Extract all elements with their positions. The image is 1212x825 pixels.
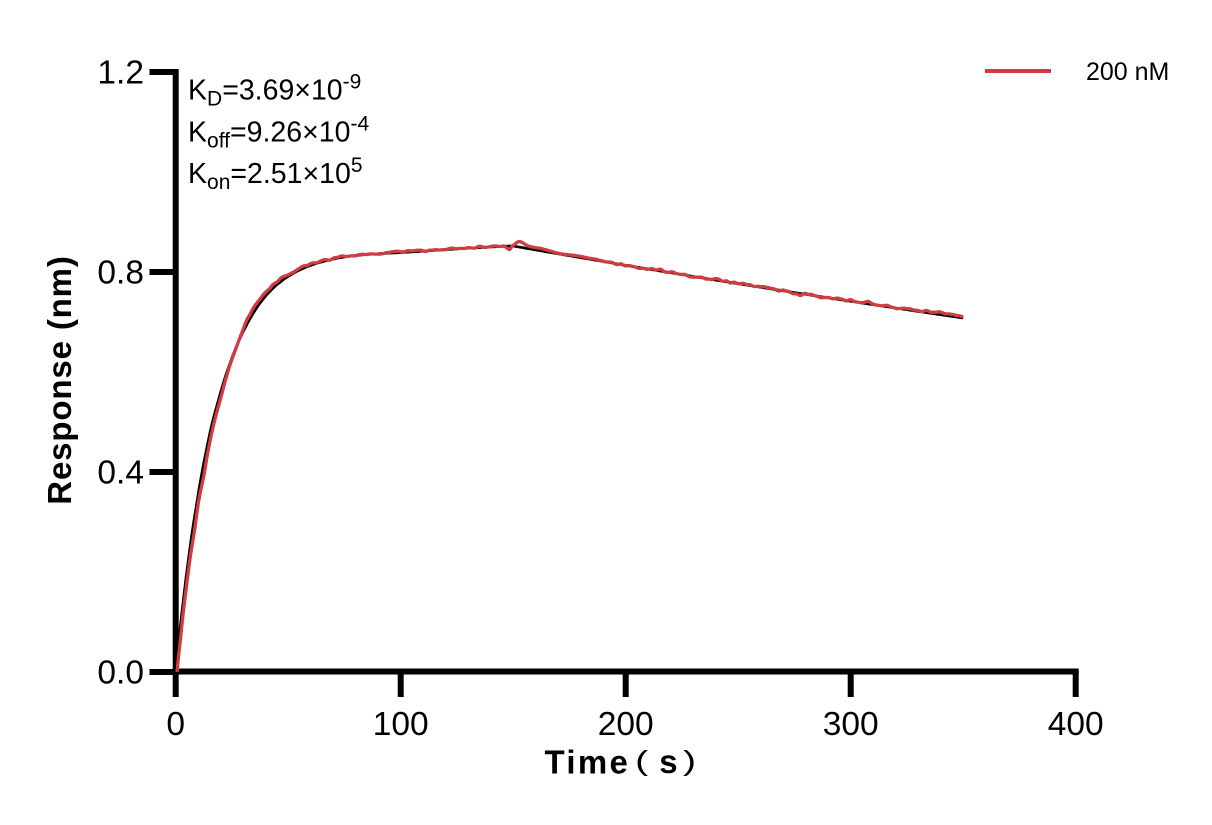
svg-text:0.4: 0.4 — [97, 455, 144, 492]
svg-text:0: 0 — [166, 706, 185, 743]
svg-text:400: 400 — [1048, 706, 1104, 743]
svg-text:200: 200 — [598, 706, 654, 743]
svg-text:100: 100 — [373, 706, 429, 743]
svg-text:s: s — [659, 743, 677, 780]
svg-text:0.0: 0.0 — [97, 655, 144, 692]
svg-text:200 nM: 200 nM — [1086, 58, 1169, 86]
svg-text:(: ( — [635, 746, 649, 777]
svg-text:1.2: 1.2 — [97, 55, 144, 92]
svg-text:): ) — [683, 746, 696, 777]
svg-text:Response (nm): Response (nm) — [41, 255, 78, 504]
svg-text:300: 300 — [823, 706, 879, 743]
svg-text:0.8: 0.8 — [97, 255, 144, 292]
svg-text:Time: Time — [545, 744, 631, 781]
